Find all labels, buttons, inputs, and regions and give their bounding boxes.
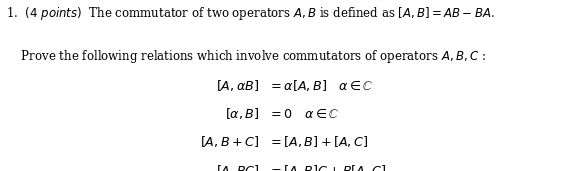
Text: $= [A, B]C + B[A, C]$: $= [A, B]C + B[A, C]$ [268, 163, 386, 171]
Text: 1.  $(4\ points)$  The commutator of two operators $A, B$ is defined as $[A, B] : 1. $(4\ points)$ The commutator of two o… [6, 5, 494, 22]
Text: $= \alpha[A, B] \quad \alpha \in \mathbb{C}$: $= \alpha[A, B] \quad \alpha \in \mathbb… [268, 78, 374, 93]
Text: $= 0 \quad \alpha \in \mathbb{C}$: $= 0 \quad \alpha \in \mathbb{C}$ [268, 107, 340, 121]
Text: $[A, BC]$: $[A, BC]$ [215, 163, 259, 171]
Text: $= [A, B] + [A, C]$: $= [A, B] + [A, C]$ [268, 134, 368, 149]
Text: Prove the following relations which involve commutators of operators $A, B, C$ :: Prove the following relations which invo… [6, 48, 486, 65]
Text: $[A, B + C]$: $[A, B + C]$ [200, 134, 259, 149]
Text: $[A, \alpha B]$: $[A, \alpha B]$ [216, 78, 259, 93]
Text: $[\alpha, B]$: $[\alpha, B]$ [225, 106, 259, 121]
